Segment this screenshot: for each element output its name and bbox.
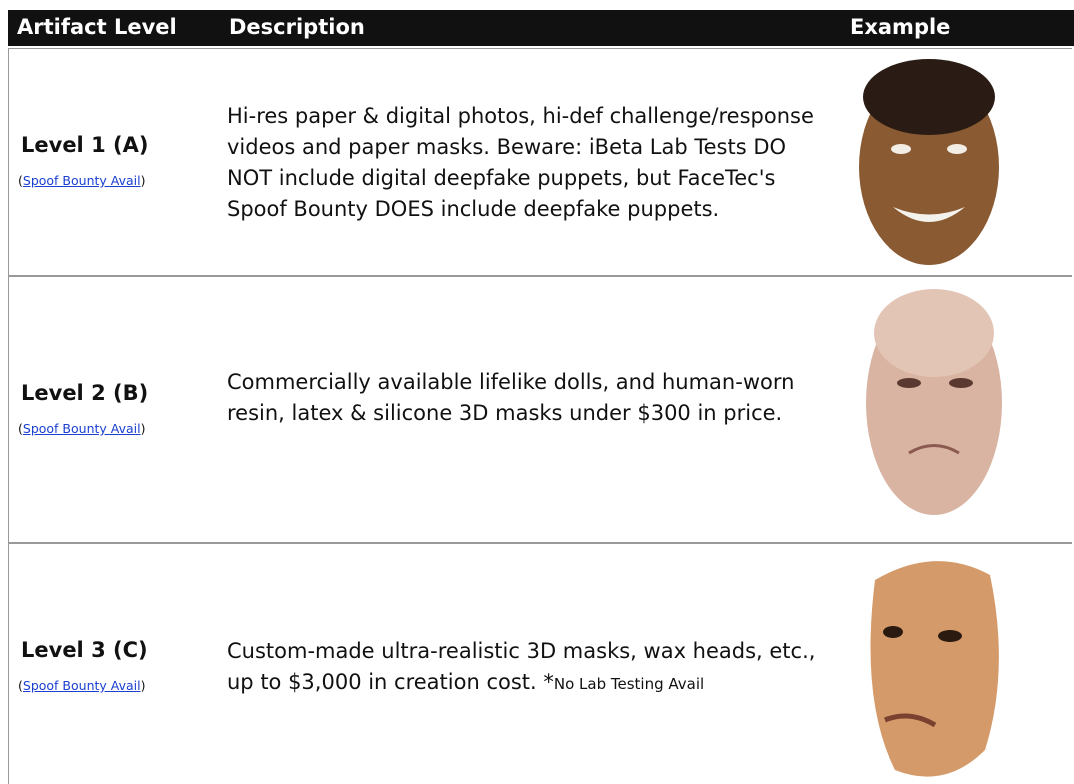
header-cell: Description xyxy=(229,15,365,39)
example-image xyxy=(855,550,1005,782)
example-image xyxy=(849,283,1009,533)
level: Level 1 (A) xyxy=(21,133,148,157)
description: Commercially available lifelike dolls, a… xyxy=(227,367,837,429)
table-row: Level 2 (B) (Spoof Bounty Avail) Commerc… xyxy=(8,276,1072,543)
table-row: Level 3 (C) (Spoof Bounty Avail) Custom-… xyxy=(8,543,1072,784)
page: Artifact Level Description Example Level… xyxy=(0,0,1074,784)
example-image xyxy=(851,57,1007,269)
description: Hi-res paper & digital photos, hi-def ch… xyxy=(227,101,837,225)
link[interactable]: Spoof Bounty Avail xyxy=(23,678,141,693)
paren: ) xyxy=(141,678,146,693)
note: (Spoof Bounty Avail) xyxy=(18,678,145,693)
note: (Spoof Bounty Avail) xyxy=(18,173,145,188)
link[interactable]: Spoof Bounty Avail xyxy=(23,421,141,436)
header-bar: Artifact Level Description Example xyxy=(8,10,1074,46)
description: Custom-made ultra-realistic 3D masks, wa… xyxy=(227,636,837,700)
description-text: Custom-made ultra-realistic 3D masks, wa… xyxy=(227,639,815,694)
level: Level 2 (B) xyxy=(21,381,148,405)
level: Level 3 (C) xyxy=(21,638,148,662)
link[interactable]: Spoof Bounty Avail xyxy=(23,173,141,188)
paren: ) xyxy=(141,421,146,436)
footnote: No Lab Testing Avail xyxy=(554,675,704,693)
header-cell: Example xyxy=(850,15,950,39)
table-row: Level 1 (A) (Spoof Bounty Avail) Hi-res … xyxy=(8,48,1072,276)
note: (Spoof Bounty Avail) xyxy=(18,421,145,436)
header-cell: Artifact Level xyxy=(17,15,177,39)
paren: ) xyxy=(141,173,146,188)
